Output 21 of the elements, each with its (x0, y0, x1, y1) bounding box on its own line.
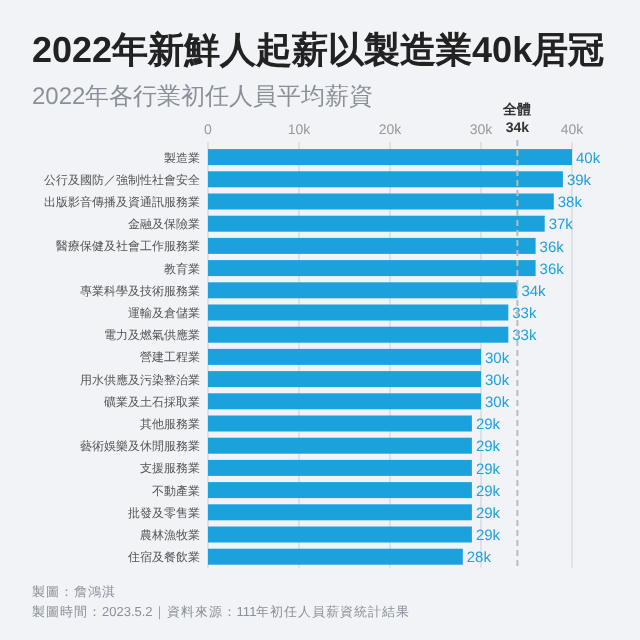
bar (208, 237, 536, 254)
bar (208, 193, 554, 210)
bar (208, 260, 536, 277)
bar (208, 371, 481, 388)
bar (208, 171, 563, 188)
bar (208, 348, 481, 365)
bar (208, 437, 472, 454)
bar (208, 482, 472, 499)
bar (208, 393, 481, 410)
bar (208, 415, 472, 432)
chart-subtitle: 2022年各行業初任人員平均薪資 (32, 82, 374, 110)
bar (208, 504, 472, 521)
bar (208, 304, 509, 321)
bar (208, 459, 472, 476)
bar (208, 149, 572, 166)
bar (208, 548, 463, 565)
chart-title: 2022年新鮮人起薪以製造業40k居冠 (32, 30, 605, 70)
bar (208, 215, 545, 232)
bar (208, 282, 518, 299)
bar (208, 526, 472, 543)
bar (208, 326, 509, 343)
